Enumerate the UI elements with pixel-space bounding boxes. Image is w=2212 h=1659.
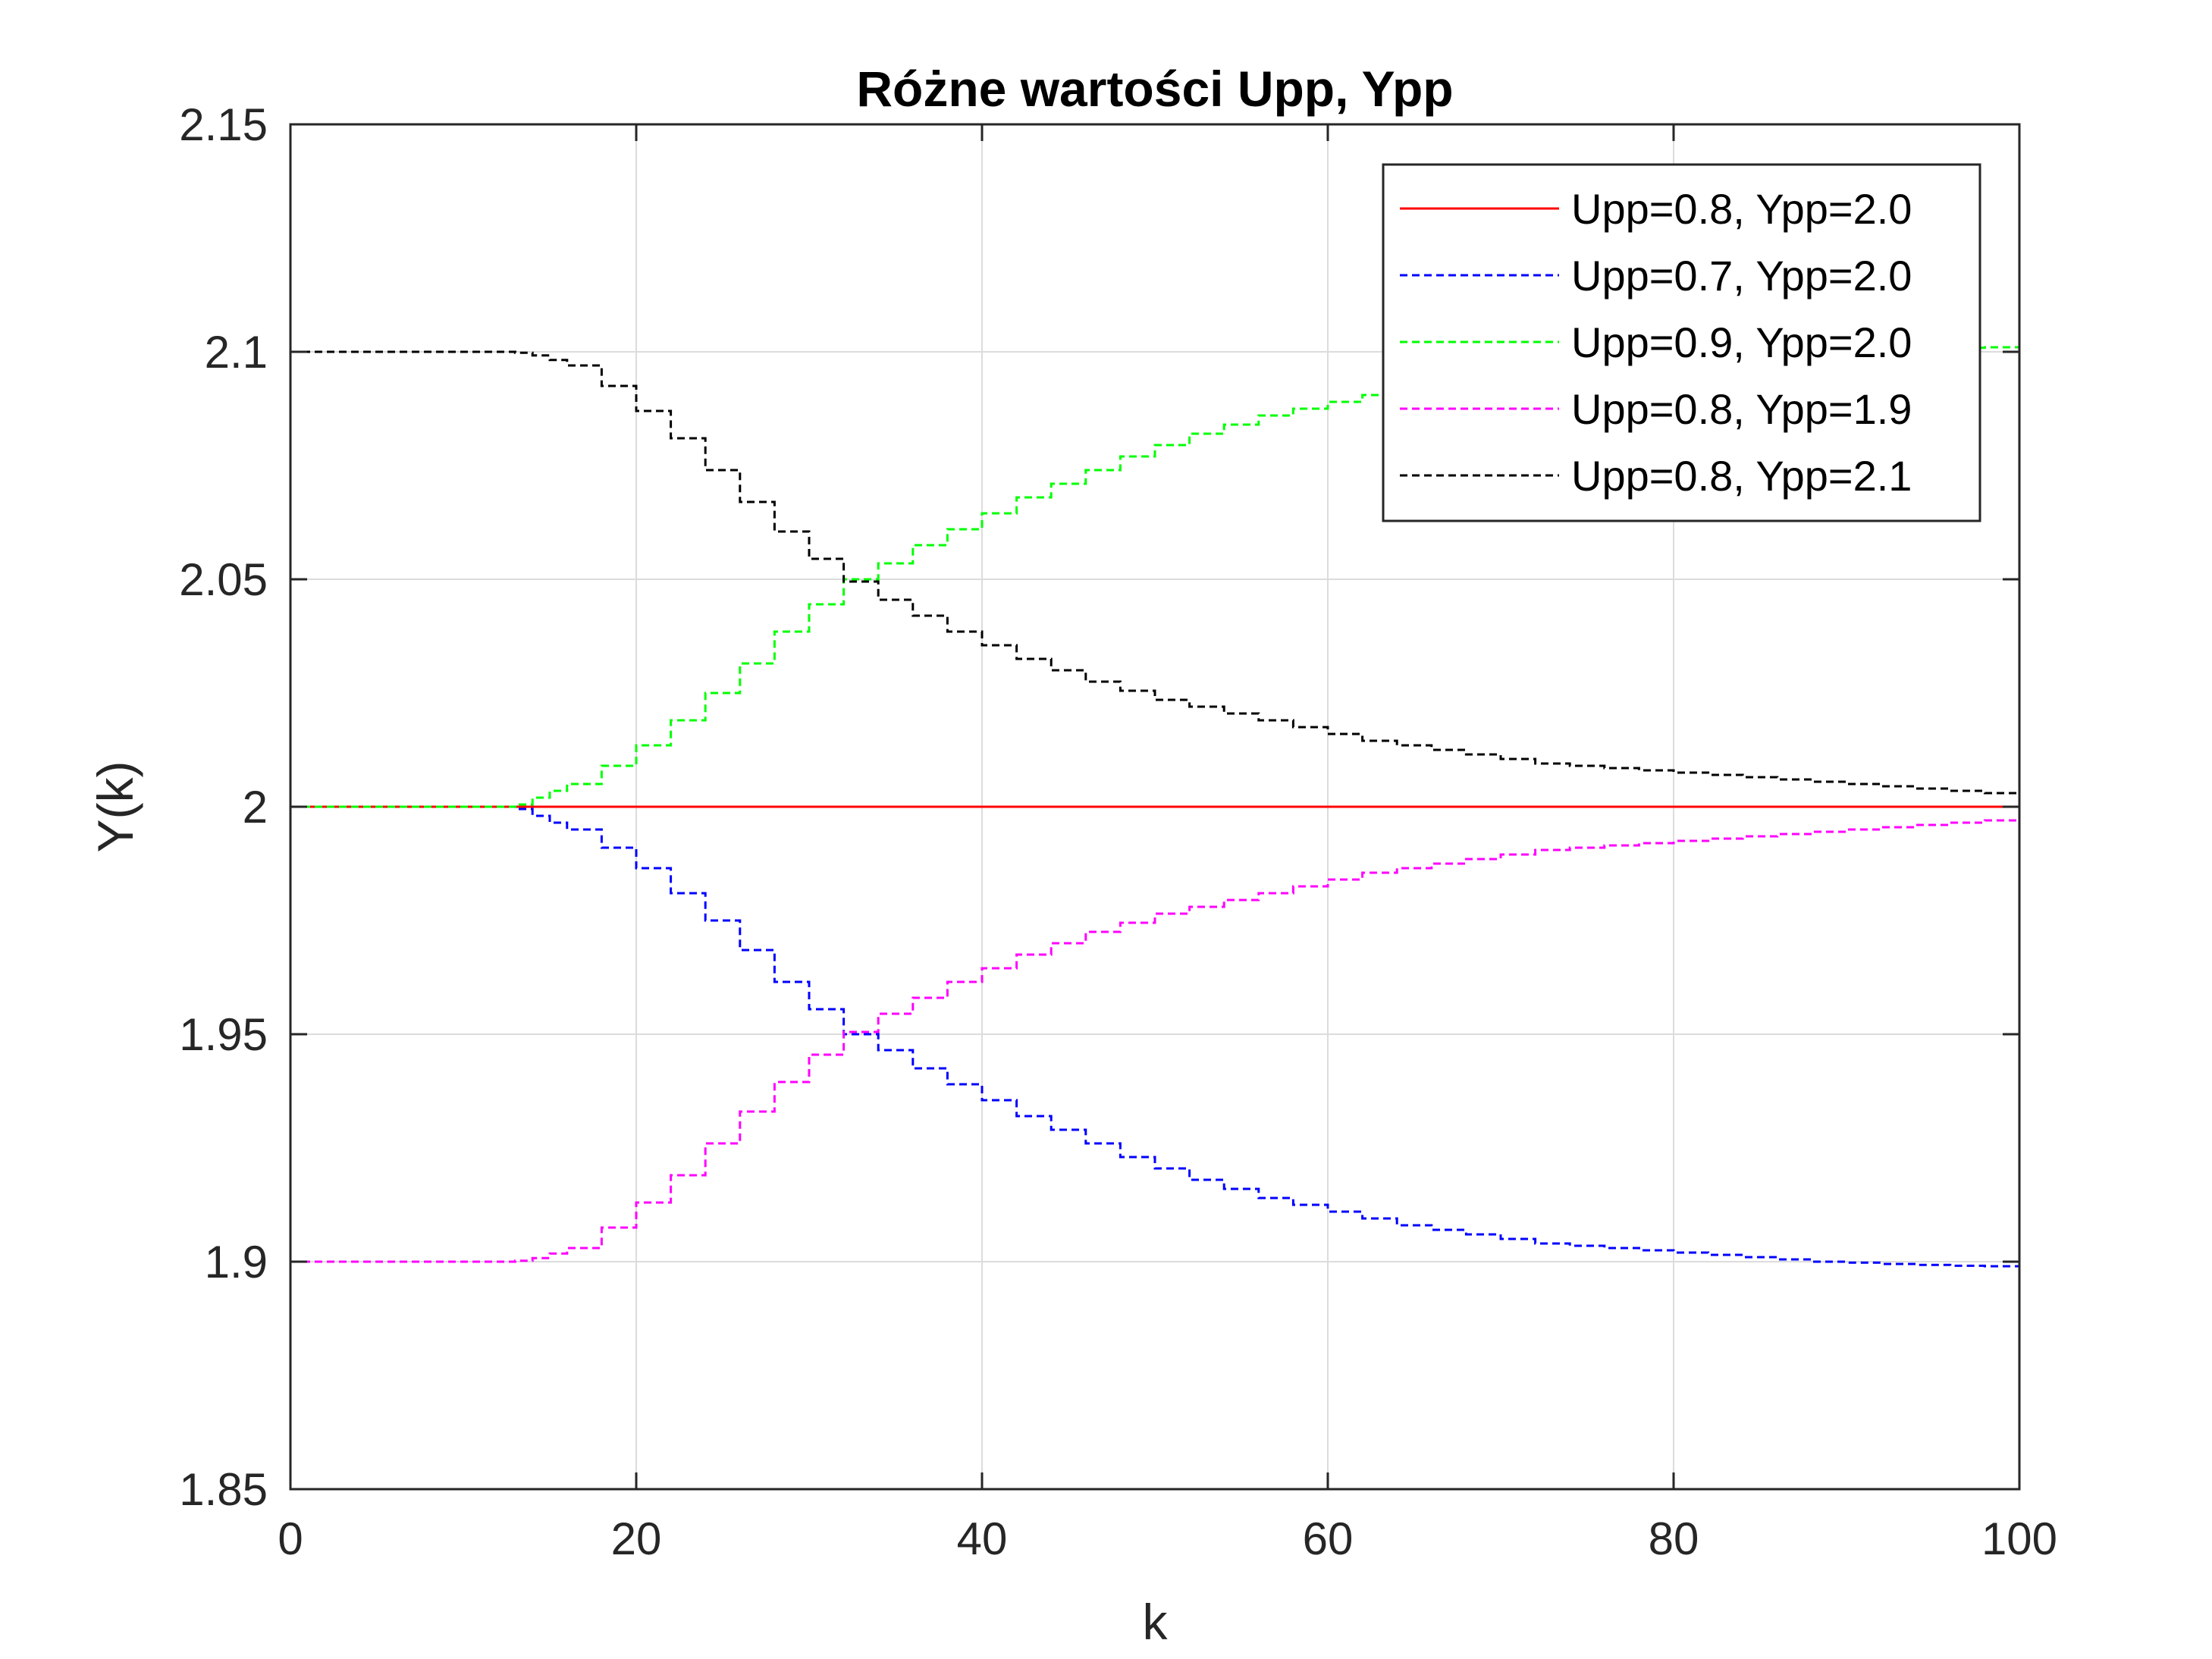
x-tick-label: 40 [957, 1513, 1008, 1564]
ticks: 0 20 40 60 80 100 1.85 1.9 1.95 2 2.05 2.1 2.15 [179, 99, 2057, 1564]
y-tick-label: 1.9 [205, 1237, 268, 1287]
y-tick-label: 2 [243, 782, 268, 833]
legend-label: Upp=0.8, Ypp=2.0 [1571, 185, 1912, 233]
x-axis-label: k [1143, 1594, 1169, 1650]
x-tick-label: 80 [1649, 1513, 1699, 1564]
x-tick-label: 60 [1303, 1513, 1354, 1564]
legend-label: Upp=0.9, Ypp=2.0 [1571, 318, 1912, 366]
series-line-5 [290, 350, 2021, 800]
x-tick-label: 20 [611, 1513, 662, 1564]
y-tick-label: 1.85 [179, 1464, 268, 1515]
chart-title: Różne wartości Upp, Ypp [856, 61, 1453, 117]
series-line-2 [290, 805, 2021, 1268]
legend: Upp=0.8, Ypp=2.0 Upp=0.7, Ypp=2.0 Upp=0.9,… [1382, 163, 1981, 522]
y-axis-label: Y(k) [87, 761, 143, 853]
x-tick-label: 0 [278, 1513, 303, 1564]
y-tick-label: 2.1 [205, 327, 268, 378]
series-line-4 [290, 814, 2021, 1263]
legend-label: Upp=0.8, Ypp=1.9 [1571, 385, 1912, 433]
legend-box [1382, 163, 1981, 522]
legend-label: Upp=0.8, Ypp=2.1 [1571, 452, 1912, 500]
series-group [290, 346, 2021, 1268]
legend-label: Upp=0.7, Ypp=2.0 [1571, 252, 1912, 299]
y-tick-label: 1.95 [179, 1009, 268, 1060]
y-tick-label: 2.15 [179, 99, 268, 150]
y-tick-label: 2.05 [179, 554, 268, 605]
x-tick-label: 100 [1981, 1513, 2057, 1564]
